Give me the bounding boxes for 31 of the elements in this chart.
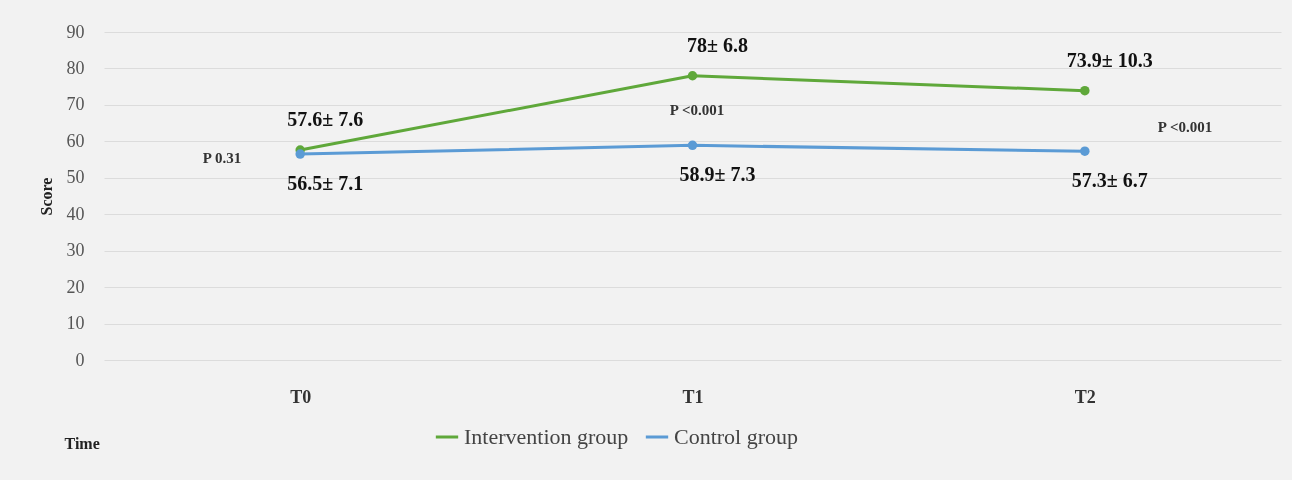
legend-label: Control group bbox=[674, 424, 799, 449]
x-tick-label: T2 bbox=[1074, 386, 1096, 407]
x-axis-title: Time bbox=[64, 434, 100, 452]
point bbox=[1080, 85, 1090, 96]
y-tick-label: 60 bbox=[66, 130, 85, 151]
y-tick-label: 70 bbox=[66, 94, 85, 115]
y-tick-label: 80 bbox=[66, 57, 85, 78]
point bbox=[1080, 146, 1090, 156]
point bbox=[687, 71, 698, 81]
y-axis-title: Score bbox=[37, 177, 55, 216]
data-label: 73.9± 10.3 bbox=[1066, 48, 1153, 71]
y-tick-label: 10 bbox=[66, 313, 85, 334]
y-tick-label: 20 bbox=[66, 276, 85, 297]
annotation: P <0.001 bbox=[1157, 119, 1213, 135]
point bbox=[687, 140, 698, 151]
point bbox=[295, 149, 305, 159]
x-tick-label: T0 bbox=[290, 386, 312, 407]
y-tick-label: 40 bbox=[66, 203, 85, 224]
annotation: P 0.31 bbox=[202, 150, 242, 166]
data-label: 57.6± 7.6 bbox=[287, 108, 364, 131]
y-tick-label: 90 bbox=[66, 21, 85, 42]
x-tick-label: T1 bbox=[682, 386, 704, 407]
legend-label: Intervention group bbox=[464, 424, 629, 449]
y-tick-label: 30 bbox=[66, 240, 85, 261]
annotation: P <0.001 bbox=[669, 102, 725, 118]
data-label: 56.5± 7.1 bbox=[287, 172, 364, 195]
data-label: 57.3± 6.7 bbox=[1071, 169, 1148, 192]
y-tick-label: 50 bbox=[66, 167, 85, 188]
y-tick-label: 0 bbox=[75, 349, 85, 370]
data-label: 58.9± 7.3 bbox=[679, 163, 756, 186]
data-label: 78± 6.8 bbox=[687, 33, 748, 56]
